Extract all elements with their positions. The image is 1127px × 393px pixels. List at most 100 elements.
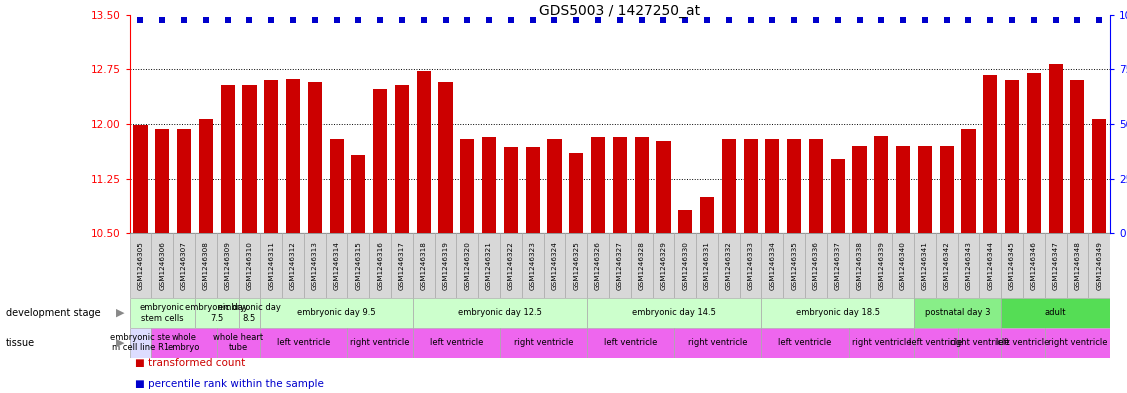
Bar [852,146,867,233]
Text: GSM1246336: GSM1246336 [813,241,819,290]
Text: GSM1246349: GSM1246349 [1097,241,1102,290]
Text: ■ percentile rank within the sample: ■ percentile rank within the sample [135,379,325,389]
Text: GSM1246313: GSM1246313 [312,241,318,290]
Text: GSM1246330: GSM1246330 [682,241,689,290]
Point [763,17,781,24]
Bar [304,233,326,298]
Bar [133,125,148,233]
Point [567,17,585,24]
Bar [130,233,151,298]
Bar [1001,233,1023,298]
Point [502,17,520,24]
Bar [896,146,911,233]
Bar [739,233,762,298]
Text: left ventricle: left ventricle [779,338,832,347]
Bar [438,82,453,233]
Text: GSM1246316: GSM1246316 [378,241,383,290]
Bar [195,298,239,328]
Point [415,17,433,24]
Text: GSM1246332: GSM1246332 [726,241,731,290]
Bar [1066,233,1089,298]
Point [982,17,1000,24]
Bar [674,233,696,298]
Point [175,17,193,24]
Text: GSM1246327: GSM1246327 [616,241,623,290]
Text: GSM1246335: GSM1246335 [791,241,797,290]
Text: whole
embryo: whole embryo [168,333,201,353]
Bar [744,139,757,233]
Point [611,17,629,24]
Point [938,17,956,24]
Bar [216,233,239,298]
Bar [1089,233,1110,298]
Bar [482,137,496,233]
Bar [1005,81,1019,233]
Point [153,17,171,24]
Point [197,17,215,24]
Bar [765,139,780,233]
Bar [613,137,627,233]
Text: GDS5003 / 1427250_at: GDS5003 / 1427250_at [540,4,700,18]
Bar [260,328,347,358]
Text: adult: adult [1045,309,1066,317]
Bar [522,233,543,298]
Bar [543,233,566,298]
Bar [870,233,893,298]
Text: GSM1246323: GSM1246323 [530,241,535,290]
Text: ▶: ▶ [116,338,125,348]
Bar [696,233,718,298]
Bar [326,233,347,298]
Point [371,17,389,24]
Bar [198,119,213,233]
Text: GSM1246308: GSM1246308 [203,241,208,290]
Text: GSM1246326: GSM1246326 [595,241,601,290]
Bar [370,233,391,298]
Bar [591,137,605,233]
Text: embryonic day 12.5: embryonic day 12.5 [458,309,542,317]
Text: GSM1246337: GSM1246337 [835,241,841,290]
Bar [935,233,958,298]
Bar [587,298,762,328]
Text: GSM1246317: GSM1246317 [399,241,405,290]
Bar [1027,73,1041,233]
Bar [1071,81,1084,233]
Bar [282,233,304,298]
Text: GSM1246328: GSM1246328 [639,241,645,290]
Bar [587,233,609,298]
Bar [373,89,388,233]
Bar [260,233,282,298]
Point [632,17,650,24]
Point [742,17,760,24]
Text: left ventricle: left ventricle [277,338,330,347]
Bar [242,85,257,233]
Bar [893,233,914,298]
Text: left ventricle: left ventricle [429,338,483,347]
Point [655,17,673,24]
Bar [940,146,953,233]
Bar [500,328,587,358]
Text: GSM1246305: GSM1246305 [137,241,143,290]
Text: embryonic ste
m cell line R1: embryonic ste m cell line R1 [110,333,170,353]
Bar [787,139,801,233]
Text: GSM1246333: GSM1246333 [747,241,754,290]
Bar [130,298,195,328]
Bar [239,233,260,298]
Bar [762,233,783,298]
Text: GSM1246325: GSM1246325 [574,241,579,290]
Bar [156,129,169,233]
Bar [762,328,849,358]
Text: GSM1246314: GSM1246314 [334,241,339,290]
Text: right ventricle: right ventricle [852,338,911,347]
Text: GSM1246321: GSM1246321 [486,241,492,290]
Text: GSM1246324: GSM1246324 [551,241,558,290]
Text: GSM1246342: GSM1246342 [943,241,950,290]
Bar [239,298,260,328]
Point [436,17,454,24]
Bar [678,210,692,233]
Point [459,17,477,24]
Point [480,17,498,24]
Text: GSM1246307: GSM1246307 [181,241,187,290]
Point [676,17,694,24]
Text: right ventricle: right ventricle [1048,338,1107,347]
Bar [130,328,151,358]
